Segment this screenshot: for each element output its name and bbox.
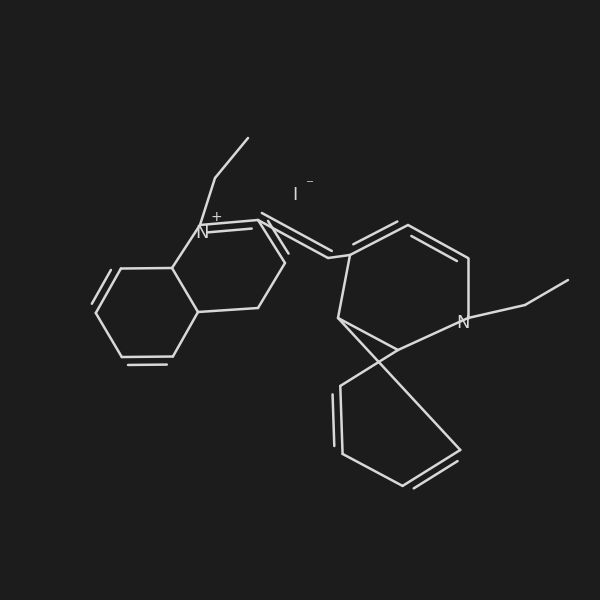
Text: I: I bbox=[292, 186, 298, 204]
Text: N: N bbox=[195, 224, 209, 242]
Text: N: N bbox=[456, 314, 470, 332]
Text: +: + bbox=[210, 210, 222, 224]
Text: ⁻: ⁻ bbox=[306, 178, 314, 193]
